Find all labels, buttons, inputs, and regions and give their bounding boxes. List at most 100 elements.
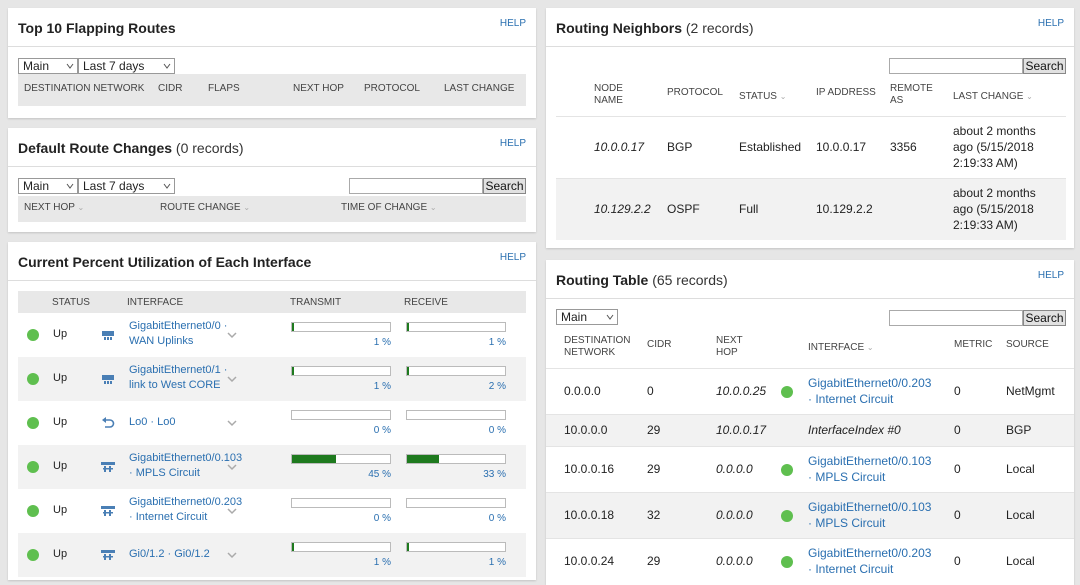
interface-link[interactable]: GigabitEthernet0/0.203 <box>808 376 932 390</box>
transmit-bar <box>291 322 391 332</box>
subinterface-icon <box>100 504 116 518</box>
column-header[interactable]: NEXT HOP <box>716 335 743 358</box>
search-input[interactable] <box>889 58 1023 74</box>
help-link[interactable]: HELP <box>1037 18 1064 29</box>
receive-percent: 33 % <box>483 469 506 480</box>
transmit-percent: 1 % <box>373 381 391 392</box>
chevron-down-icon[interactable] <box>226 330 238 340</box>
table-row: 10.0.0.18 32 0.0.0.0 GigabitEthernet0/0.103… <box>546 492 1074 538</box>
view-select[interactable]: Main <box>556 309 618 325</box>
receive-fill <box>407 323 409 331</box>
interface-link-desc[interactable]: · MPLS Circuit <box>808 470 886 484</box>
column-header[interactable]: ROUTE CHANGE ⌄ <box>160 202 251 213</box>
interface-link[interactable]: GigabitEthernet0/0.103 <box>129 452 243 464</box>
record-count: (65 records) <box>652 272 728 288</box>
interface-link-desc[interactable]: link to West CORE <box>129 379 221 391</box>
chevron-down-icon[interactable] <box>226 462 238 472</box>
last-change: ago (5/15/2018 <box>953 140 1034 154</box>
column-header[interactable]: DESTINATION NETWORK <box>564 335 631 358</box>
interface-link[interactable]: GigabitEthernet0/0.103 <box>808 454 932 468</box>
panel-title: Current Percent Utilization of Each Inte… <box>18 254 312 270</box>
interface-link[interactable]: GigabitEthernet0/0.203 <box>129 496 243 508</box>
column-header[interactable]: TRANSMIT <box>290 297 342 308</box>
chevron-down-icon[interactable] <box>226 506 238 516</box>
help-link[interactable]: HELP <box>499 252 526 263</box>
destination-network: 10.0.0.24 <box>564 554 615 568</box>
status-up-icon <box>27 549 39 561</box>
column-header[interactable]: STATUS <box>52 297 90 308</box>
help-link[interactable]: HELP <box>499 138 526 149</box>
interface-link[interactable]: Gi0/1.2 · Gi0/1.2 <box>129 548 210 560</box>
search-button[interactable]: Search <box>1023 310 1066 326</box>
status-text: Up <box>53 460 68 472</box>
column-header[interactable]: RECEIVE <box>404 297 448 308</box>
help-link[interactable]: HELP <box>499 18 526 29</box>
table-row: Up Lo0 · Lo0 0 % 0 % <box>18 401 526 445</box>
last-change: about 2 months <box>953 186 1036 200</box>
node-name[interactable]: 10.0.0.17 <box>594 140 645 154</box>
interface-link-desc[interactable]: · MPLS Circuit <box>129 467 200 479</box>
column-header[interactable]: INTERFACE <box>127 297 184 308</box>
column-header[interactable]: REMOTE AS <box>890 83 933 106</box>
transmit-fill <box>292 455 337 463</box>
column-header[interactable]: LAST CHANGE ⌄ <box>953 91 1033 102</box>
search-input[interactable] <box>889 310 1023 326</box>
chevron-down-icon[interactable] <box>226 418 238 428</box>
column-header[interactable]: LAST CHANGE <box>444 83 515 94</box>
metric: 0 <box>954 384 961 398</box>
column-header[interactable]: SOURCE <box>1006 339 1049 350</box>
node-name[interactable]: 10.129.2.2 <box>594 202 651 216</box>
column-header[interactable]: IP ADDRESS <box>816 87 876 98</box>
column-header[interactable]: NEXT HOP ⌄ <box>24 202 85 213</box>
interface-link[interactable]: GigabitEthernet0/1 · <box>129 364 228 376</box>
help-link[interactable]: HELP <box>1037 270 1064 281</box>
table-row: 10.0.0.0 29 10.0.0.17 InterfaceIndex #0 0 BGP <box>546 414 1074 446</box>
view-select[interactable]: Main <box>18 178 78 194</box>
interface-link-desc[interactable]: WAN Uplinks <box>129 335 194 347</box>
subinterface-icon <box>100 460 116 474</box>
column-header[interactable]: STATUS ⌄ <box>739 91 787 102</box>
view-select[interactable]: Main <box>18 58 78 74</box>
next-hop: 0.0.0.0 <box>716 462 753 476</box>
column-header[interactable]: DESTINATION NETWORK <box>24 83 145 94</box>
cidr: 29 <box>647 554 661 568</box>
chevron-down-icon[interactable] <box>226 374 238 384</box>
status-up-icon <box>781 464 793 476</box>
period-select[interactable]: Last 7 days <box>78 58 175 74</box>
routing-table-panel: Routing Table (65 records) HELP Main Sea… <box>546 260 1074 585</box>
column-header[interactable]: CIDR <box>158 83 183 94</box>
interface-link[interactable]: GigabitEthernet0/0.103 <box>808 500 932 514</box>
interface-link[interactable]: GigabitEthernet0/0.203 <box>808 546 932 560</box>
column-header[interactable]: INTERFACE ⌄ <box>808 342 874 353</box>
period-select[interactable]: Last 7 days <box>78 178 175 194</box>
column-header[interactable]: FLAPS <box>208 83 240 94</box>
protocol: BGP <box>667 140 693 154</box>
interface-name: InterfaceIndex #0 <box>808 423 901 437</box>
last-change: about 2 months <box>953 124 1036 138</box>
status-text: Up <box>53 372 68 384</box>
column-header[interactable]: NODE NAME <box>594 83 623 106</box>
search-button[interactable]: Search <box>1023 58 1066 74</box>
column-header[interactable]: CIDR <box>647 339 672 350</box>
search-button[interactable]: Search <box>483 178 526 194</box>
transmit-percent: 1 % <box>373 337 391 348</box>
transmit-bar <box>291 454 391 464</box>
interface-link-desc[interactable]: · MPLS Circuit <box>808 516 886 530</box>
interface-link-desc[interactable]: · Internet Circuit <box>808 562 894 576</box>
table-header: DESTINATION NETWORK CIDR NEXT HOP INTERF… <box>556 330 1066 368</box>
column-header[interactable]: PROTOCOL <box>667 87 723 98</box>
interface-link-desc[interactable]: · Internet Circuit <box>808 392 894 406</box>
table-row: 0.0.0.0 0 10.0.0.25 GigabitEthernet0/0.203 ·… <box>546 368 1074 414</box>
transmit-percent: 0 % <box>373 513 391 524</box>
interface-link-desc[interactable]: · Internet Circuit <box>129 511 208 523</box>
interface-link[interactable]: GigabitEthernet0/0 · <box>129 320 228 332</box>
metric: 0 <box>954 508 961 522</box>
column-header[interactable]: METRIC <box>954 339 993 350</box>
chevron-down-icon[interactable] <box>226 550 238 560</box>
table-row: Up GigabitEthernet0/0 · WAN Uplinks 1 % 1 % <box>18 313 526 357</box>
column-header[interactable]: NEXT HOP <box>293 83 344 94</box>
column-header[interactable]: TIME OF CHANGE ⌄ <box>341 202 437 213</box>
search-input[interactable] <box>349 178 483 194</box>
interface-link[interactable]: Lo0 · Lo0 <box>129 416 176 428</box>
column-header[interactable]: PROTOCOL <box>364 83 420 94</box>
